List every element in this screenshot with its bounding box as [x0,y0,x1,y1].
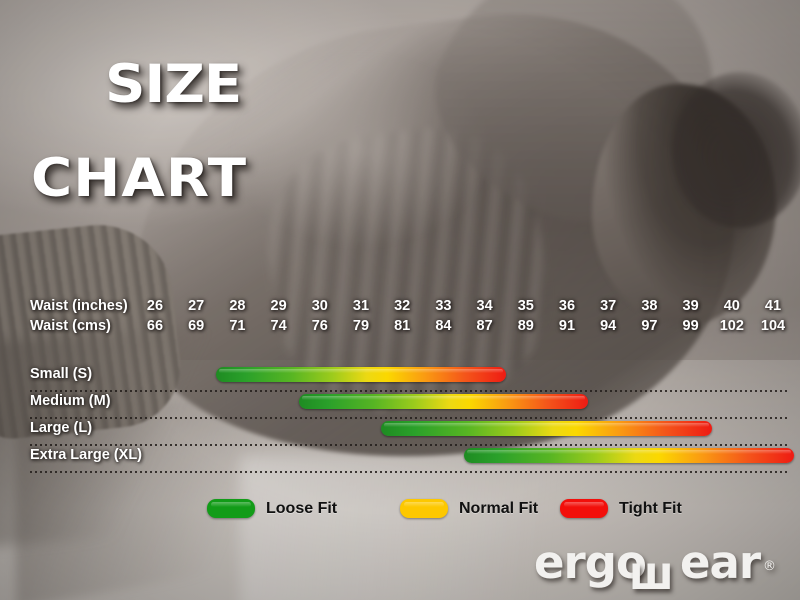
legend-label: Loose Fit [266,499,338,517]
measurement-cell: 89 [517,318,534,334]
logo-part2: ear [679,536,761,589]
measurement-cell: 37 [600,298,617,314]
measurement-row: Waist (cms) 66 69 71 74 76 79 81 84 87 89 91 94 97 99 1… [0,318,800,338]
page-title-line1: SIZE [105,54,242,115]
page-title-line2: CHART [31,148,248,209]
legend-item: Normal Fit [400,499,538,518]
page-title: SIZE CHART [31,14,247,296]
size-row-label: Medium (M) [30,393,111,409]
legend-swatch [400,499,448,518]
size-row: Medium (M) [0,392,800,419]
size-fit-bar [463,448,794,463]
measurement-cell: 38 [641,298,658,314]
measurement-cell: 39 [682,298,699,314]
legend-label: Normal Fit [459,499,539,517]
measurement-cell: 32 [394,298,411,314]
measurement-cell: 41 [764,298,782,314]
measurement-cell: 35 [517,298,534,314]
size-row: Small (S) [0,365,800,392]
photo-sheet-fold-right [240,456,680,600]
row-divider [30,444,790,446]
measurement-cell: 31 [352,298,370,314]
logo-letter-o: o [615,536,647,589]
measurement-cell: 69 [188,318,205,334]
size-rows: Small (S) Medium (M) Large (L) Extra Large … [0,365,800,473]
row-divider [30,390,790,392]
measurement-cell: 40 [723,298,740,314]
measurement-cell: 87 [476,318,493,334]
logo-part1: erg [534,536,617,589]
measurement-cell: 76 [311,318,328,334]
measurement-cell: 84 [435,318,452,334]
logo-registered-mark: ® [763,559,776,574]
size-row: Extra Large (XL) [0,446,800,473]
measurement-cell: 36 [558,298,576,314]
measurement-cell: 102 [719,318,744,334]
measurement-row: Waist (inches) 26 27 28 29 30 31 32 33 34 35 36 37 38… [0,298,800,318]
legend-label: Tight Fit [619,499,682,517]
brand-logo: erg o ш ear ® [534,536,776,600]
measurement-cell: 28 [229,298,246,314]
measurement-cell: 30 [311,298,328,314]
size-row-label: Extra Large (XL) [30,447,142,463]
size-row: Large (L) [0,419,800,446]
measurement-cell: 81 [394,318,411,334]
measurement-cell: 66 [146,318,164,334]
size-row-label: Small (S) [30,366,93,382]
size-fit-bar [381,421,712,436]
measurement-cell: 94 [600,318,617,334]
size-fit-bar [298,394,588,409]
photo-model-hair [672,72,800,228]
size-row-label: Large (L) [30,420,93,436]
legend-swatch [207,499,255,518]
row-divider [30,417,790,419]
measurement-cell: 91 [558,318,576,334]
measurement-cell: 33 [435,298,452,314]
measurement-row-label: Waist (cms) [30,318,111,334]
legend-item: Tight Fit [560,499,682,518]
measurement-cell: 79 [352,318,370,334]
fit-legend: Loose Fit Normal Fit Tight Fit [0,499,800,523]
legend-swatch [560,499,608,518]
measurement-cell: 34 [476,298,493,314]
legend-item: Loose Fit [207,499,337,518]
measurement-cell: 71 [229,318,246,334]
measurement-table: Waist (inches) 26 27 28 29 30 31 32 33 34 35 36 37 38… [0,298,800,338]
row-divider [30,471,790,473]
size-fit-bar [216,367,506,382]
measurement-cell: 29 [270,298,287,314]
measurement-cell: 104 [760,318,786,334]
measurement-cell: 97 [641,318,658,334]
measurement-cell: 26 [146,298,164,314]
measurement-cell: 74 [270,318,287,334]
measurement-cell: 27 [188,298,205,314]
logo-letter-w: ш [628,547,674,600]
measurement-row-label: Waist (inches) [30,298,128,314]
measurement-cell: 99 [682,318,699,334]
